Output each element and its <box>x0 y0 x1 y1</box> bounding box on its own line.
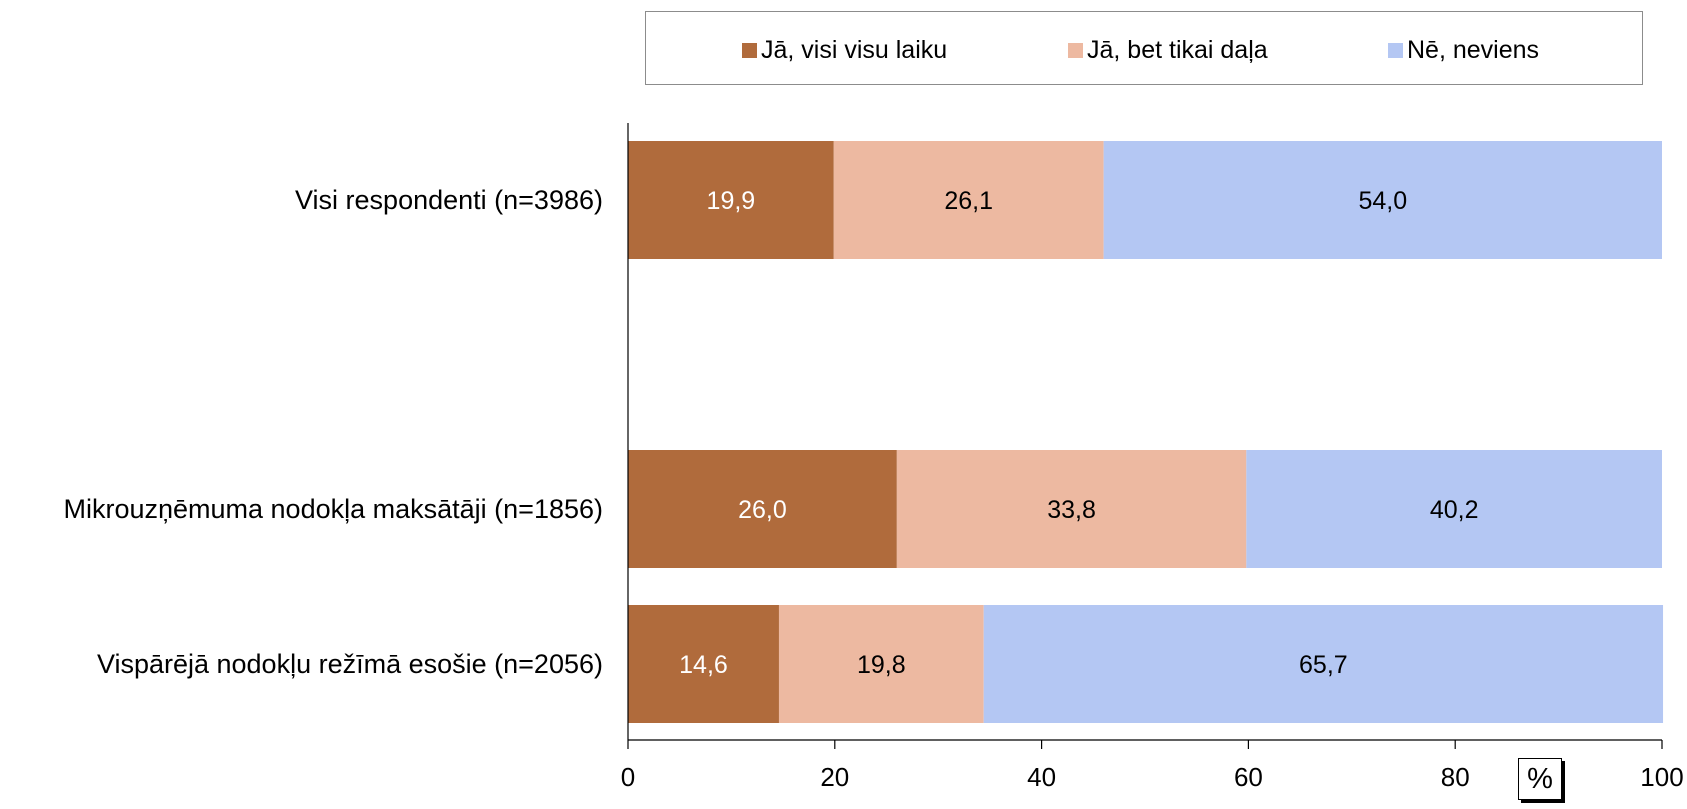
x-tick-label-1: 20 <box>820 762 849 792</box>
legend-item-2: Nē, neviens <box>1388 36 1539 65</box>
bar-1-2 <box>1246 450 1662 568</box>
data-label-0-2: 54,0 <box>1358 187 1407 215</box>
legend-label-1: Jā, bet tikai daļa <box>1087 36 1268 64</box>
bar-0-2 <box>1103 141 1662 259</box>
data-label-1-0: 26,0 <box>738 496 787 524</box>
bar-2-1 <box>778 605 984 723</box>
legend-swatch-0 <box>742 43 757 58</box>
legend-label-0: Jā, visi visu laiku <box>761 36 948 64</box>
x-tick-label-5: 100 <box>1640 762 1683 792</box>
data-label-1-1: 33,8 <box>1047 496 1096 524</box>
data-label-0-1: 26,1 <box>944 187 993 215</box>
bar-2-2 <box>983 605 1664 723</box>
data-label-2-0: 14,6 <box>679 651 728 679</box>
x-tick-label-2: 40 <box>1027 762 1056 792</box>
legend-swatch-1 <box>1068 43 1083 58</box>
bar-0-1 <box>833 141 1104 259</box>
x-tick-label-3: 60 <box>1234 762 1263 792</box>
category-label-0: Visi respondenti (n=3986) <box>295 185 603 215</box>
legend-item-0: Jā, visi visu laiku <box>742 36 947 65</box>
bar-2-0 <box>628 605 779 723</box>
legend: Jā, visi visu laiku Jā, bet tikai daļa N… <box>645 11 1643 85</box>
data-label-2-1: 19,8 <box>857 651 906 679</box>
data-label-0-0: 19,9 <box>707 187 756 215</box>
unit-label: % <box>1518 758 1562 800</box>
legend-label-2: Nē, neviens <box>1407 36 1540 64</box>
bar-0-0 <box>628 141 834 259</box>
x-tick-label-4: 80 <box>1441 762 1470 792</box>
legend-item-1: Jā, bet tikai daļa <box>1068 36 1268 65</box>
legend-swatch-2 <box>1388 43 1403 58</box>
data-label-2-2: 65,7 <box>1299 651 1348 679</box>
data-label-1-2: 40,2 <box>1430 496 1479 524</box>
bar-1-0 <box>628 450 897 568</box>
category-label-1: Mikrouzņēmuma nodokļa maksātāji (n=1856) <box>63 494 603 524</box>
category-label-2: Vispārējā nodokļu režīmā esošie (n=2056) <box>97 649 603 679</box>
x-tick-label-0: 0 <box>621 762 635 792</box>
bar-1-1 <box>896 450 1247 568</box>
